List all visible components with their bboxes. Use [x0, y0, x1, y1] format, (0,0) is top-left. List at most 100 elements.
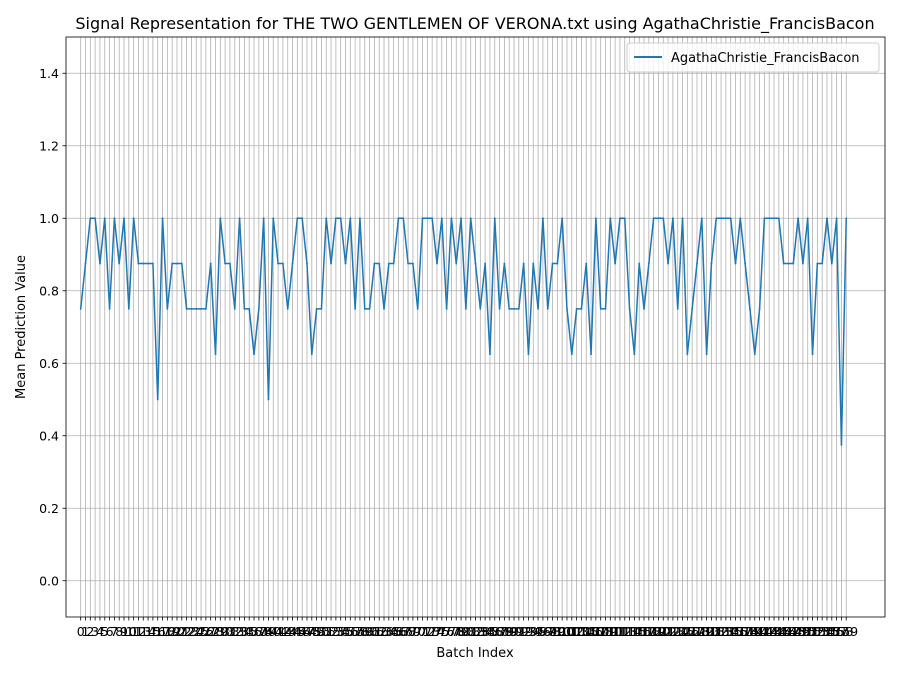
- x-tick-label: 5: [101, 624, 109, 639]
- data-point: [489, 353, 491, 356]
- x-tick-label: 154: [810, 624, 834, 639]
- x-tick-label: 148: [781, 624, 805, 639]
- data-point: [339, 217, 342, 220]
- x-tick-label: 1: [82, 624, 90, 639]
- x-tick-label: 59: [357, 624, 373, 639]
- x-tick-label: 80: [458, 624, 474, 639]
- data-point: [392, 262, 395, 265]
- data-point: [493, 217, 496, 220]
- data-point: [89, 217, 92, 220]
- data-point: [320, 307, 323, 310]
- data-point: [267, 398, 270, 401]
- data-point: [108, 307, 111, 310]
- data-point: [161, 217, 164, 220]
- data-point: [517, 307, 520, 310]
- x-tick-label: 63: [376, 624, 392, 639]
- x-tick-label: 40: [265, 624, 281, 639]
- data-point: [431, 217, 434, 220]
- data-point: [734, 262, 737, 265]
- x-tick-label: 122: [656, 624, 680, 639]
- x-tick-label: 54: [333, 624, 349, 639]
- x-tick-label: 158: [829, 624, 853, 639]
- x-tick-label: 151: [796, 624, 820, 639]
- data-point: [209, 262, 212, 265]
- data-point: [344, 262, 347, 265]
- data-point: [373, 262, 376, 265]
- x-tick-label: 15: [145, 624, 161, 639]
- x-tick-label: 141: [748, 624, 772, 639]
- data-point: [224, 262, 227, 265]
- y-axis-label: Mean Prediction Value: [14, 255, 29, 399]
- x-tick-label: 47: [299, 624, 315, 639]
- x-tick-label: 82: [468, 624, 484, 639]
- x-tick-label: 0: [77, 624, 85, 639]
- x-tick-label: 92: [516, 624, 532, 639]
- data-point: [334, 217, 337, 220]
- data-point: [248, 307, 251, 310]
- x-tick-label: 48: [304, 624, 320, 639]
- data-point: [479, 307, 482, 310]
- data-point: [257, 307, 260, 310]
- x-tick-label: 22: [179, 624, 195, 639]
- data-point: [773, 217, 775, 220]
- x-tick-label: 67: [395, 624, 411, 639]
- data-point: [532, 262, 535, 265]
- data-point: [556, 262, 559, 265]
- data-point: [840, 443, 843, 446]
- x-tick-label: 43: [280, 624, 296, 639]
- data-point: [407, 262, 409, 265]
- data-point: [787, 262, 790, 265]
- x-tick-label: 28: [208, 624, 224, 639]
- x-tick-label: 32: [227, 624, 243, 639]
- x-tick-label: 93: [521, 624, 537, 639]
- data-point: [180, 262, 183, 265]
- x-tick-label: 65: [386, 624, 402, 639]
- x-tick-label: 46: [294, 624, 310, 639]
- x-tick-label: 135: [719, 624, 743, 639]
- x-tick-label: 136: [724, 624, 748, 639]
- x-tick-label: 60: [362, 624, 378, 639]
- x-tick-label: 113: [613, 624, 637, 639]
- data-point: [715, 217, 718, 220]
- y-tick-label: 1.4: [39, 66, 59, 81]
- data-point: [84, 262, 87, 265]
- x-tick-label: 38: [256, 624, 272, 639]
- x-tick-label: 6: [106, 624, 114, 639]
- x-tick-label: 13: [135, 624, 151, 639]
- data-point: [782, 262, 785, 265]
- x-tick-label: 16: [150, 624, 166, 639]
- data-point: [542, 217, 544, 220]
- x-tick-label: 105: [574, 624, 598, 639]
- data-point: [720, 217, 722, 220]
- data-point: [710, 262, 713, 265]
- x-tick-label: 25: [193, 624, 209, 639]
- x-tick-label: 72: [419, 624, 435, 639]
- data-point: [387, 262, 390, 265]
- data-point: [647, 262, 650, 265]
- data-point: [460, 217, 462, 220]
- x-tick-label: 50: [313, 624, 329, 639]
- data-point: [777, 217, 780, 220]
- data-point: [195, 307, 198, 310]
- x-tick-label: 3: [91, 624, 99, 639]
- data-point: [440, 217, 443, 220]
- x-tick-label: 9: [120, 624, 128, 639]
- y-tick-label: 0.2: [39, 501, 59, 516]
- x-tick-label: 103: [565, 624, 589, 639]
- x-tick-label: 98: [545, 624, 561, 639]
- x-tick-label: 69: [405, 624, 421, 639]
- data-point: [566, 307, 568, 310]
- x-tick-label: 134: [714, 624, 738, 639]
- data-point: [204, 307, 207, 310]
- data-point: [426, 217, 429, 220]
- x-tick-label: 123: [661, 624, 685, 639]
- x-tick-label: 64: [381, 624, 397, 639]
- x-tick-label: 127: [680, 624, 704, 639]
- x-tick-label: 104: [569, 624, 593, 639]
- data-point: [503, 262, 506, 265]
- data-point: [498, 307, 501, 310]
- x-tick-label: 139: [738, 624, 762, 639]
- x-tick-label: 18: [159, 624, 175, 639]
- x-tick-label: 70: [410, 624, 426, 639]
- x-tick-label: 78: [448, 624, 464, 639]
